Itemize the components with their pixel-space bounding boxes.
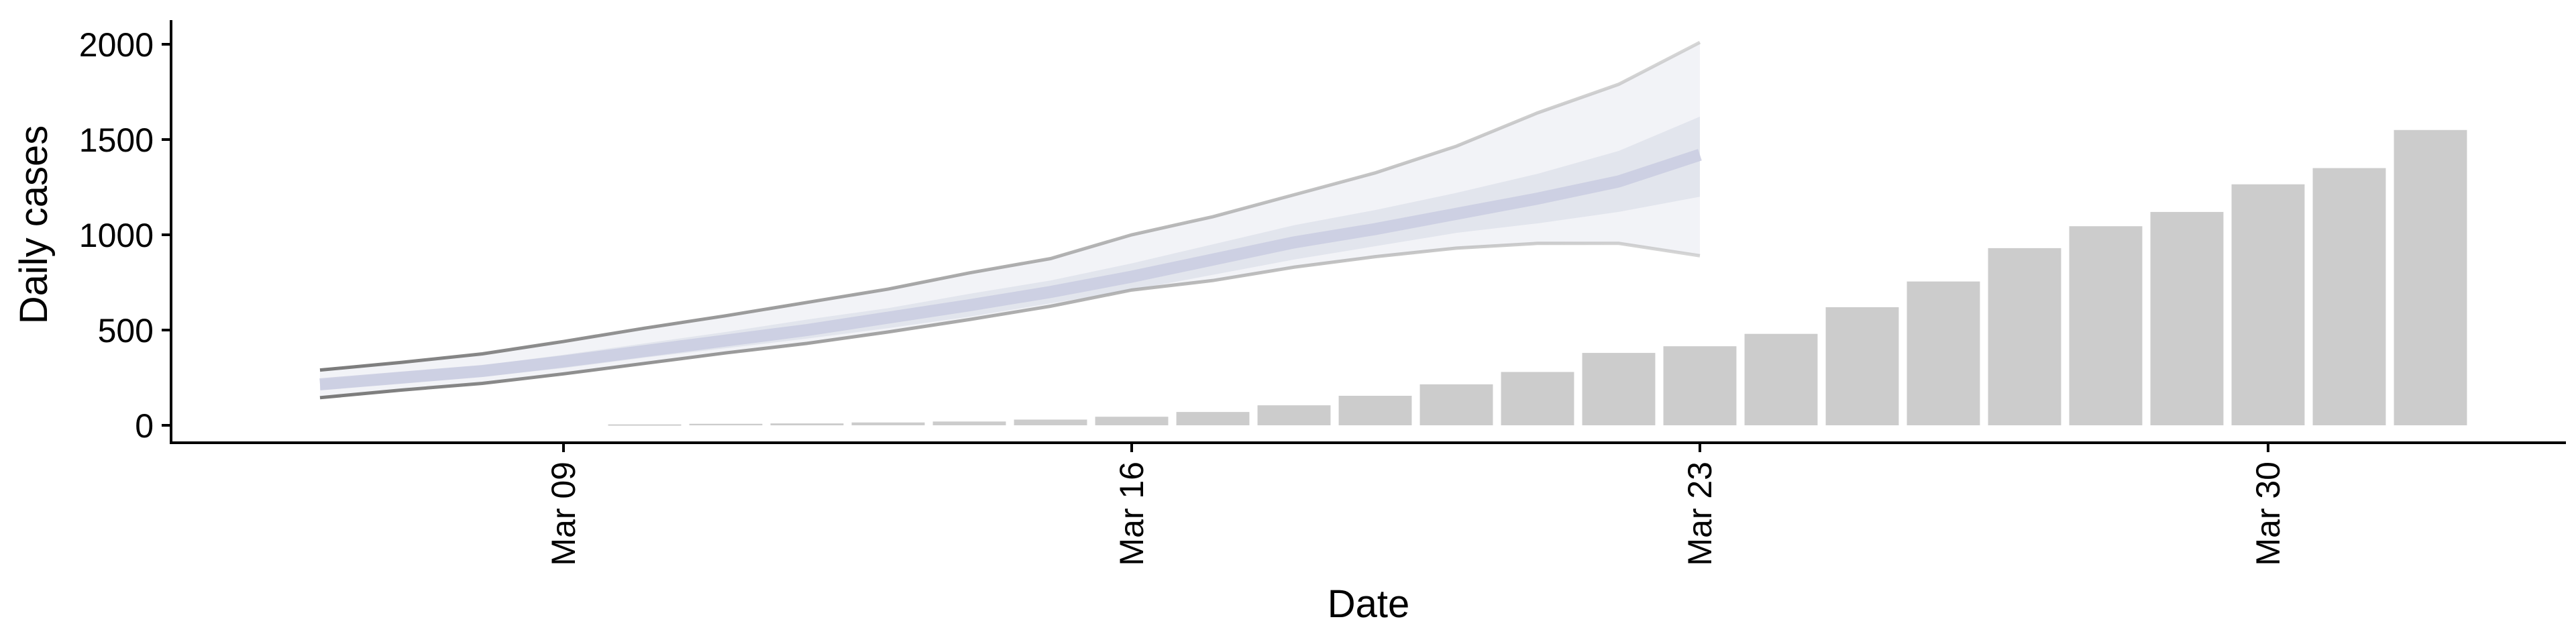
forecast-layer: [319, 40, 1702, 400]
bar-2020-03-20: [1419, 384, 1493, 425]
bar-2020-03-30: [2231, 184, 2305, 425]
forecast-upper-line: [319, 40, 1701, 372]
bar-2020-03-10: [608, 424, 682, 426]
bar-2020-03-21: [1501, 372, 1574, 425]
forecast-lower-line: [319, 241, 1701, 400]
bar-2020-03-15: [1014, 419, 1087, 425]
bar-2020-03-19: [1338, 395, 1412, 425]
x-ticks: Mar 09 Mar 16 Mar 23 Mar 30: [545, 443, 2287, 566]
y-tick-label: 2000: [79, 26, 154, 64]
y-ticks: 0 500 1000 1500 2000: [79, 26, 171, 445]
bar-2020-03-22: [1582, 353, 1656, 425]
bar-2020-03-14: [932, 421, 1006, 425]
bar-2020-04-01: [2394, 129, 2467, 426]
bar-2020-03-24: [1744, 333, 1818, 425]
bar-2020-03-13: [851, 422, 925, 425]
bar-2020-03-16: [1095, 417, 1169, 425]
bar-2020-03-31: [2312, 168, 2386, 425]
y-tick-label: 1500: [79, 121, 154, 159]
forecast-median-line: [319, 149, 1702, 390]
y-tick-label: 0: [135, 407, 154, 445]
x-tick-label: Mar 23: [1681, 462, 1719, 566]
bar-2020-03-18: [1257, 405, 1331, 425]
bar-2020-03-11: [689, 423, 763, 425]
bar-2020-03-23: [1663, 346, 1737, 425]
bar-2020-03-29: [2150, 211, 2224, 425]
y-axis-title: Daily cases: [12, 125, 56, 325]
x-tick-label: Mar 30: [2249, 462, 2287, 566]
y-tick-label: 1000: [79, 217, 154, 254]
x-axis-title: Date: [1328, 582, 1410, 626]
bar-2020-03-27: [1988, 248, 2061, 425]
axes-layer: [170, 20, 2566, 444]
y-tick-label: 500: [98, 312, 154, 350]
bar-2020-03-28: [2069, 226, 2143, 425]
x-tick-label: Mar 09: [545, 462, 582, 566]
bar-2020-03-17: [1176, 412, 1250, 425]
bar-2020-03-25: [1825, 307, 1899, 425]
x-tick-label: Mar 16: [1113, 462, 1150, 566]
bar-2020-03-26: [1907, 281, 1980, 425]
bars-layer: [608, 129, 2467, 426]
bar-2020-03-12: [770, 423, 844, 425]
